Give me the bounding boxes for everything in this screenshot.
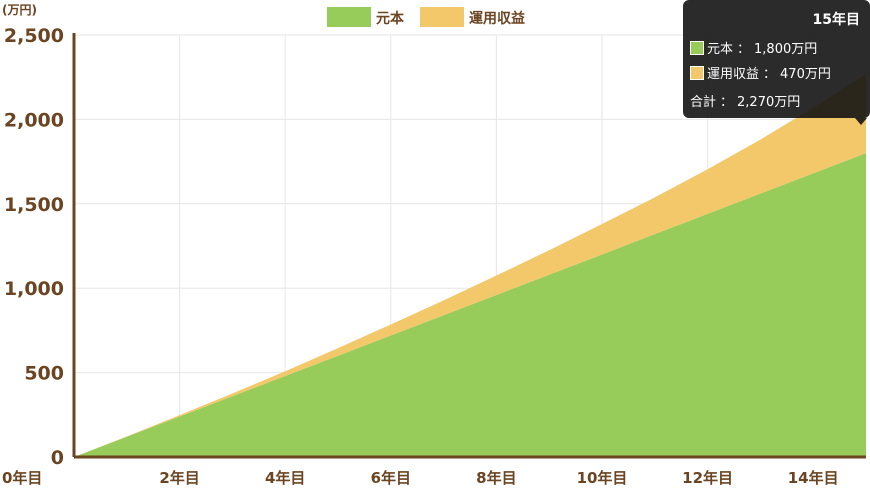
x-tick-label: 8年目 <box>476 469 516 487</box>
x-tick-labels: 0年目 2年目 4年目 6年目 8年目 10年目 12年目 14年目 <box>2 469 839 487</box>
tooltip-principal-swatch <box>690 40 704 55</box>
tooltip-total-sep: ： <box>720 95 734 110</box>
series-area-0 <box>74 153 866 457</box>
tooltip-principal-sep: ： <box>737 42 751 57</box>
x-tick-label: 14年目 <box>788 469 839 487</box>
x-tick-label: 2年目 <box>159 469 199 487</box>
y-tick-label: 500 <box>24 363 64 385</box>
legend: 元本 運用収益 <box>327 7 525 27</box>
tooltip-returns-swatch <box>690 65 704 80</box>
tooltip-row-principal: 元本 ： 1,800万円 <box>690 38 817 57</box>
tooltip-returns-value: 470万円 <box>780 67 831 82</box>
tooltip-row-returns: 運用収益 ： 470万円 <box>690 63 831 82</box>
x-tick-label: 6年目 <box>371 469 411 487</box>
tooltip-total-label: 合計 <box>690 95 717 110</box>
y-tick-label: 1,500 <box>4 194 64 216</box>
y-tick-labels: 0 500 1,000 1,500 2,000 2,500 <box>4 25 64 469</box>
x-tick-label: 10年目 <box>577 469 628 487</box>
tooltip-principal-label: 元本 <box>707 42 734 57</box>
legend-label-0: 元本 <box>376 10 405 27</box>
tooltip: 15年目 元本 ： 1,800万円 運用収益 ： 470万円 合計 ： 2,27… <box>683 0 870 118</box>
legend-swatch-1 <box>420 7 464 27</box>
y-tick-label: 1,000 <box>4 278 64 300</box>
y-tick-label: 2,500 <box>4 25 64 47</box>
tooltip-returns-label: 運用収益 <box>707 67 760 82</box>
axes <box>72 33 866 459</box>
y-tick-label: 2,000 <box>4 109 64 131</box>
series-areas <box>74 73 866 457</box>
legend-label-1: 運用収益 <box>469 10 525 27</box>
y-unit-label: (万円) <box>2 3 37 17</box>
tooltip-principal-value: 1,800万円 <box>754 42 818 57</box>
tooltip-total-value: 2,270万円 <box>737 95 801 110</box>
x-tick-label: 12年目 <box>682 469 733 487</box>
legend-swatch-0 <box>327 7 371 27</box>
tooltip-title: 15年目 <box>812 12 860 28</box>
tooltip-caret <box>855 118 867 125</box>
y-tick-label: 0 <box>51 447 64 469</box>
x-tick-label: 0年目 <box>2 469 42 487</box>
tooltip-row-total: 合計 ： 2,270万円 <box>690 91 800 110</box>
tooltip-returns-sep: ： <box>763 67 777 82</box>
x-tick-label: 4年目 <box>265 469 305 487</box>
